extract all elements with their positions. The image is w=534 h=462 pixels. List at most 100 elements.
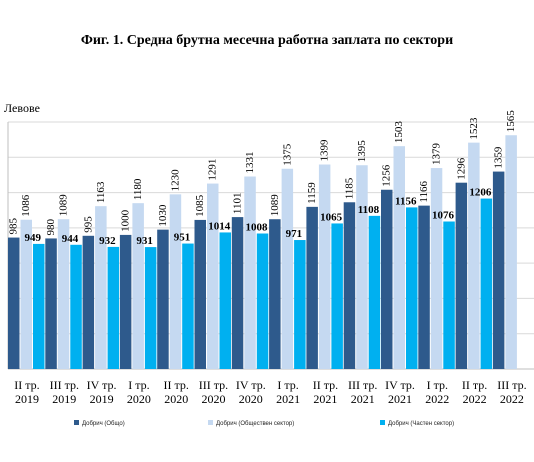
x-tick-label: 2022 (463, 392, 487, 406)
bar (455, 182, 468, 369)
legend-swatch (208, 420, 213, 425)
bar (194, 219, 206, 369)
legend: Добрич (Общо) Добрич (Обществен сектор) До… (74, 420, 454, 427)
data-label: 1030 (157, 204, 169, 227)
bar (144, 247, 157, 369)
x-tick-label: II тр. (313, 378, 338, 392)
x-tick-label: III тр. (199, 378, 228, 392)
x-tick-label: III тр. (50, 378, 79, 392)
bar (8, 237, 20, 369)
data-label: 1185 (343, 177, 355, 199)
x-tick-label: III тр. (497, 378, 526, 392)
data-label: 1523 (468, 117, 480, 140)
bar (157, 229, 169, 369)
data-label: 985 (8, 218, 20, 235)
bar (418, 205, 430, 369)
x-tick-label: IV тр. (87, 378, 117, 392)
legend-swatch (74, 420, 79, 425)
data-label: 1159 (306, 182, 318, 204)
x-tick-label: 2022 (500, 392, 524, 406)
bar (82, 235, 95, 369)
data-label: 931 (136, 235, 153, 247)
data-label: 1331 (244, 152, 256, 174)
x-tick-label: II тр. (462, 378, 487, 392)
data-label: 1166 (418, 181, 430, 203)
bar (480, 198, 493, 369)
bar (393, 146, 405, 369)
bar (381, 189, 393, 369)
bar (368, 215, 381, 369)
bar (331, 223, 343, 369)
bar (20, 219, 32, 369)
data-label: 1375 (281, 143, 293, 166)
bar (343, 202, 356, 369)
bar (256, 233, 269, 369)
x-tick-label: 2020 (239, 392, 263, 406)
legend-label: Добрич (Обществен сектор) (216, 421, 294, 427)
data-label: 995 (82, 216, 94, 233)
x-tick-label: 2021 (276, 392, 300, 406)
data-label: 949 (25, 232, 42, 244)
data-label: 971 (286, 228, 303, 240)
data-label: 1014 (208, 220, 231, 232)
x-tick-label: 2020 (164, 392, 188, 406)
data-label: 1359 (493, 146, 505, 169)
x-tick-label: 2021 (351, 392, 375, 406)
bar (207, 183, 219, 369)
data-label: 1000 (120, 209, 132, 232)
bar (406, 207, 418, 369)
bar (219, 232, 231, 369)
x-tick-label: I тр. (128, 378, 149, 392)
data-label: 1296 (455, 157, 467, 180)
bar (33, 243, 45, 369)
data-label: 1503 (393, 121, 405, 144)
data-label: 1256 (381, 164, 393, 187)
y-axis-label: Левове (4, 101, 40, 115)
data-label: 1085 (194, 194, 206, 217)
bar (318, 164, 331, 369)
bar (244, 176, 256, 369)
bar (107, 246, 120, 369)
bar (269, 219, 281, 369)
bar (132, 203, 144, 369)
bar (492, 171, 505, 369)
data-label: 1108 (358, 204, 380, 216)
data-label: 1086 (20, 194, 32, 217)
data-label: 1565 (505, 110, 517, 133)
x-tick-label: 2021 (388, 392, 412, 406)
chart-title: Фиг. 1. Средна брутна месечна работна за… (80, 33, 454, 48)
bar (119, 234, 132, 369)
x-tick-label: 2019 (52, 392, 76, 406)
data-label: 1395 (356, 140, 368, 163)
legend-swatch (380, 420, 385, 425)
x-tick-label: II тр. (164, 378, 189, 392)
bars (8, 135, 517, 369)
data-label: 1089 (58, 194, 70, 217)
x-tick-label: 2022 (425, 392, 449, 406)
data-label: 1065 (320, 211, 343, 223)
data-label: 951 (174, 232, 191, 244)
data-label: 1230 (169, 169, 181, 192)
bar (45, 238, 57, 369)
x-tick-label: IV тр. (385, 378, 415, 392)
data-label: 980 (45, 218, 57, 235)
x-tick-label: IV тр. (236, 378, 266, 392)
data-label: 932 (99, 235, 116, 247)
data-label: 1163 (95, 181, 107, 203)
x-tick-label: 2020 (127, 392, 151, 406)
x-tick-label: 2021 (313, 392, 337, 406)
data-label: 1180 (132, 178, 144, 200)
bar (231, 217, 244, 369)
data-label: 944 (62, 233, 79, 245)
bar (356, 165, 368, 369)
x-tick-label: 2019 (15, 392, 39, 406)
x-tick-label: 2020 (202, 392, 226, 406)
data-label: 1399 (319, 139, 331, 162)
data-label: 1156 (395, 195, 417, 207)
legend-label: Добрич (Частен сектор) (388, 421, 454, 427)
bar (281, 168, 294, 369)
x-tick-label: 2019 (90, 392, 114, 406)
bar (468, 142, 480, 369)
